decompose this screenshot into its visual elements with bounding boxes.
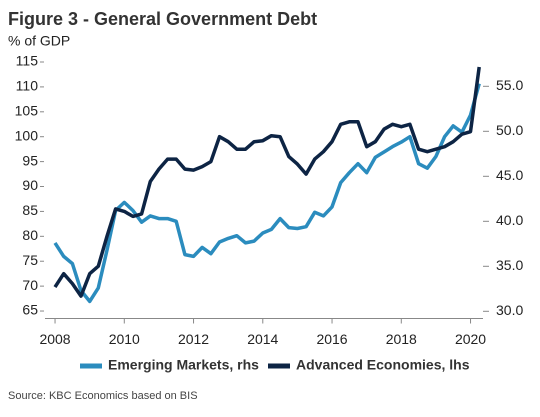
y-tick-label: 105 [15, 103, 39, 119]
series-line [53, 83, 481, 304]
y-tick-label: 115 [16, 53, 39, 69]
y2-tick-label: 35.0 [496, 257, 523, 273]
y-tick-label: 75 [22, 252, 38, 268]
y2-tick-label: 50.0 [496, 122, 523, 138]
y2-tick-label: 40.0 [496, 212, 523, 228]
chart-subtitle: % of GDP [8, 33, 70, 49]
y2-tick-label: 55.0 [496, 77, 523, 93]
y-tick-label: 110 [16, 78, 39, 94]
x-tick-label: 2016 [316, 331, 347, 347]
y-tick-label: 70 [22, 277, 38, 293]
y-tick-label: 80 [22, 227, 38, 243]
y2-tick-label: 30.0 [496, 302, 523, 318]
y2-tick-label: 45.0 [496, 167, 523, 183]
y-tick-label: 90 [22, 177, 38, 193]
y-tick-label: 65 [22, 302, 38, 318]
chart-title: Figure 3 - General Government Debt [8, 9, 317, 29]
y-tick-label: 100 [15, 127, 39, 143]
y-tick-label: 85 [22, 202, 38, 218]
x-tick-label: 2008 [39, 331, 70, 347]
x-tick-label: 2020 [455, 331, 486, 347]
source-note: Source: KBC Economics based on BIS [8, 390, 198, 402]
y-tick-label: 95 [22, 152, 38, 168]
series-line [53, 66, 481, 298]
legend-label: Emerging Markets, rhs [108, 357, 259, 373]
x-tick-label: 2010 [109, 331, 140, 347]
x-tick-label: 2012 [178, 331, 209, 347]
x-tick-label: 2014 [247, 331, 278, 347]
x-tick-label: 2018 [386, 331, 417, 347]
legend-label: Advanced Economies, lhs [296, 357, 470, 373]
